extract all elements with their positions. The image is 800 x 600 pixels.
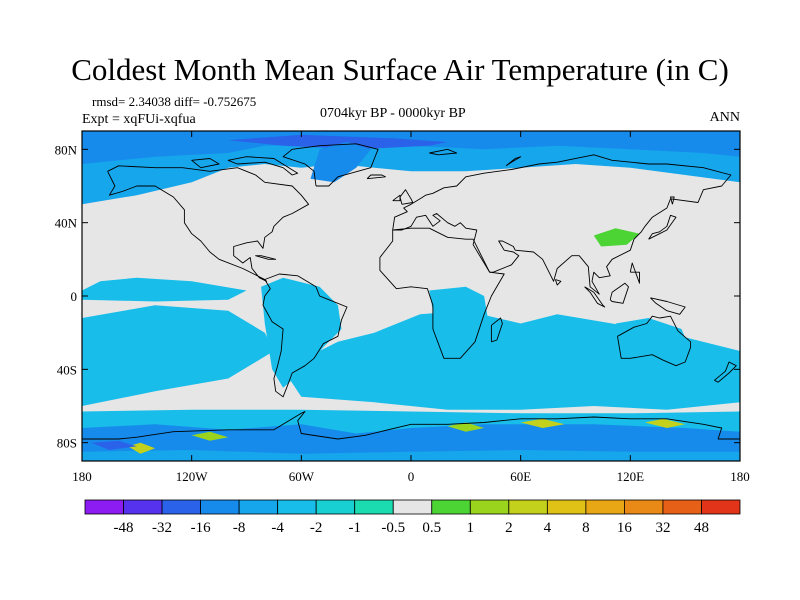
y-tick-label: 40N bbox=[55, 216, 78, 231]
colorbar-box bbox=[701, 499, 741, 515]
field-region bbox=[91, 440, 137, 450]
colorbar-box bbox=[200, 499, 240, 515]
x-tick-label: 180 bbox=[730, 469, 750, 484]
field-region bbox=[82, 305, 274, 406]
coastline bbox=[670, 196, 675, 205]
field-region bbox=[593, 228, 640, 247]
colorbar-label: -0.5 bbox=[381, 520, 405, 536]
rmsd-diff-text: rmsd= 2.34038 diff= -0.752675 bbox=[92, 94, 257, 109]
field-region bbox=[209, 211, 284, 251]
colorbar-label: -48 bbox=[114, 520, 134, 536]
x-tick-label: 120E bbox=[617, 469, 645, 484]
coastline bbox=[617, 315, 692, 367]
coastline bbox=[505, 156, 522, 167]
coastline bbox=[629, 262, 640, 284]
temperature-field bbox=[82, 131, 740, 461]
coastline bbox=[262, 273, 348, 398]
coastline bbox=[366, 174, 386, 180]
field-region bbox=[261, 277, 342, 388]
field-region bbox=[447, 422, 485, 432]
colorbar-box bbox=[392, 499, 433, 515]
field-region bbox=[82, 277, 247, 302]
season-label: ANN bbox=[709, 110, 740, 125]
colorbar-label: 8 bbox=[582, 520, 590, 536]
colorbar-box bbox=[84, 499, 124, 515]
coastline bbox=[714, 361, 737, 383]
period-label: 0704kyr BP - 0000kyr BP bbox=[320, 106, 466, 121]
field-region bbox=[520, 418, 565, 428]
colorbar-label: -1 bbox=[348, 520, 361, 536]
colorbar-label: -2 bbox=[310, 520, 323, 536]
x-tick-label: 60E bbox=[510, 469, 531, 484]
colorbar-label: 32 bbox=[655, 520, 670, 536]
x-tick-label: 180 bbox=[72, 469, 92, 484]
colorbar-box bbox=[123, 499, 163, 515]
colorbar: -48 -32 -16 -8 -4 -2 -1 -0.5 0.5 1 2 4 8 16 32 48 bbox=[84, 499, 741, 536]
colorbar-box bbox=[508, 499, 548, 515]
experiment-label: Expt = xqFUi-xqfua bbox=[82, 112, 196, 127]
y-tick-label: 0 bbox=[71, 289, 78, 304]
field-region bbox=[615, 318, 691, 366]
colorbar-label: 48 bbox=[694, 520, 709, 536]
map-axes: 180 120W 60W 0 60E 120E 180 80N 40N 0 40S 80S bbox=[55, 131, 750, 484]
colorbar-label: 4 bbox=[544, 520, 552, 536]
field-region bbox=[645, 418, 686, 428]
colorbar-box bbox=[238, 499, 279, 515]
coastline bbox=[227, 156, 299, 176]
coastline bbox=[255, 255, 277, 260]
field-region bbox=[191, 431, 229, 441]
map-title: Coldest Month Mean Surface Air Temperatu… bbox=[71, 52, 729, 87]
field-region bbox=[429, 286, 488, 359]
coastline bbox=[554, 279, 562, 286]
x-tick-label: 60W bbox=[289, 469, 315, 484]
colorbar-label: -4 bbox=[271, 520, 284, 536]
y-tick-label: 80N bbox=[55, 142, 78, 157]
colorbar-label: 1 bbox=[467, 520, 475, 536]
colorbar-label: 16 bbox=[617, 520, 633, 536]
field-region bbox=[310, 142, 371, 183]
field-region bbox=[127, 442, 156, 454]
y-tick-label: 40S bbox=[57, 362, 77, 377]
colorbar-box bbox=[662, 499, 702, 515]
coastline bbox=[490, 317, 503, 343]
colorbar-label: 2 bbox=[505, 520, 513, 536]
colorbar-label: -8 bbox=[233, 520, 246, 536]
colorbar-box bbox=[315, 499, 356, 515]
coastline bbox=[82, 411, 740, 440]
colorbar-box bbox=[585, 499, 625, 515]
field-region bbox=[109, 204, 201, 238]
coastline bbox=[609, 282, 629, 304]
colorbar-box bbox=[354, 499, 394, 515]
colorbar-box bbox=[431, 499, 471, 515]
coastline bbox=[392, 154, 732, 295]
colorbar-label: 0.5 bbox=[422, 520, 441, 536]
coastlines bbox=[82, 143, 740, 440]
x-tick-label: 0 bbox=[408, 469, 415, 484]
colorbar-label: -32 bbox=[152, 520, 172, 536]
coastline bbox=[584, 286, 606, 308]
coastline bbox=[648, 214, 677, 240]
coastline bbox=[282, 143, 379, 187]
y-tick-label: 80S bbox=[57, 436, 77, 451]
coastline bbox=[107, 165, 310, 282]
coastline bbox=[191, 158, 220, 169]
colorbar-box bbox=[161, 499, 201, 515]
colorbar-box bbox=[277, 499, 317, 515]
colorbar-box bbox=[624, 499, 664, 515]
x-tick-label: 120W bbox=[176, 469, 209, 484]
coastline bbox=[650, 297, 686, 315]
colorbar-label: -16 bbox=[191, 520, 211, 536]
coastline bbox=[379, 227, 505, 359]
field-region bbox=[228, 134, 448, 150]
colorbar-box bbox=[546, 499, 587, 515]
coastline bbox=[429, 148, 458, 156]
coastline bbox=[392, 194, 401, 202]
colorbar-box bbox=[469, 499, 510, 515]
field-region bbox=[347, 211, 686, 269]
